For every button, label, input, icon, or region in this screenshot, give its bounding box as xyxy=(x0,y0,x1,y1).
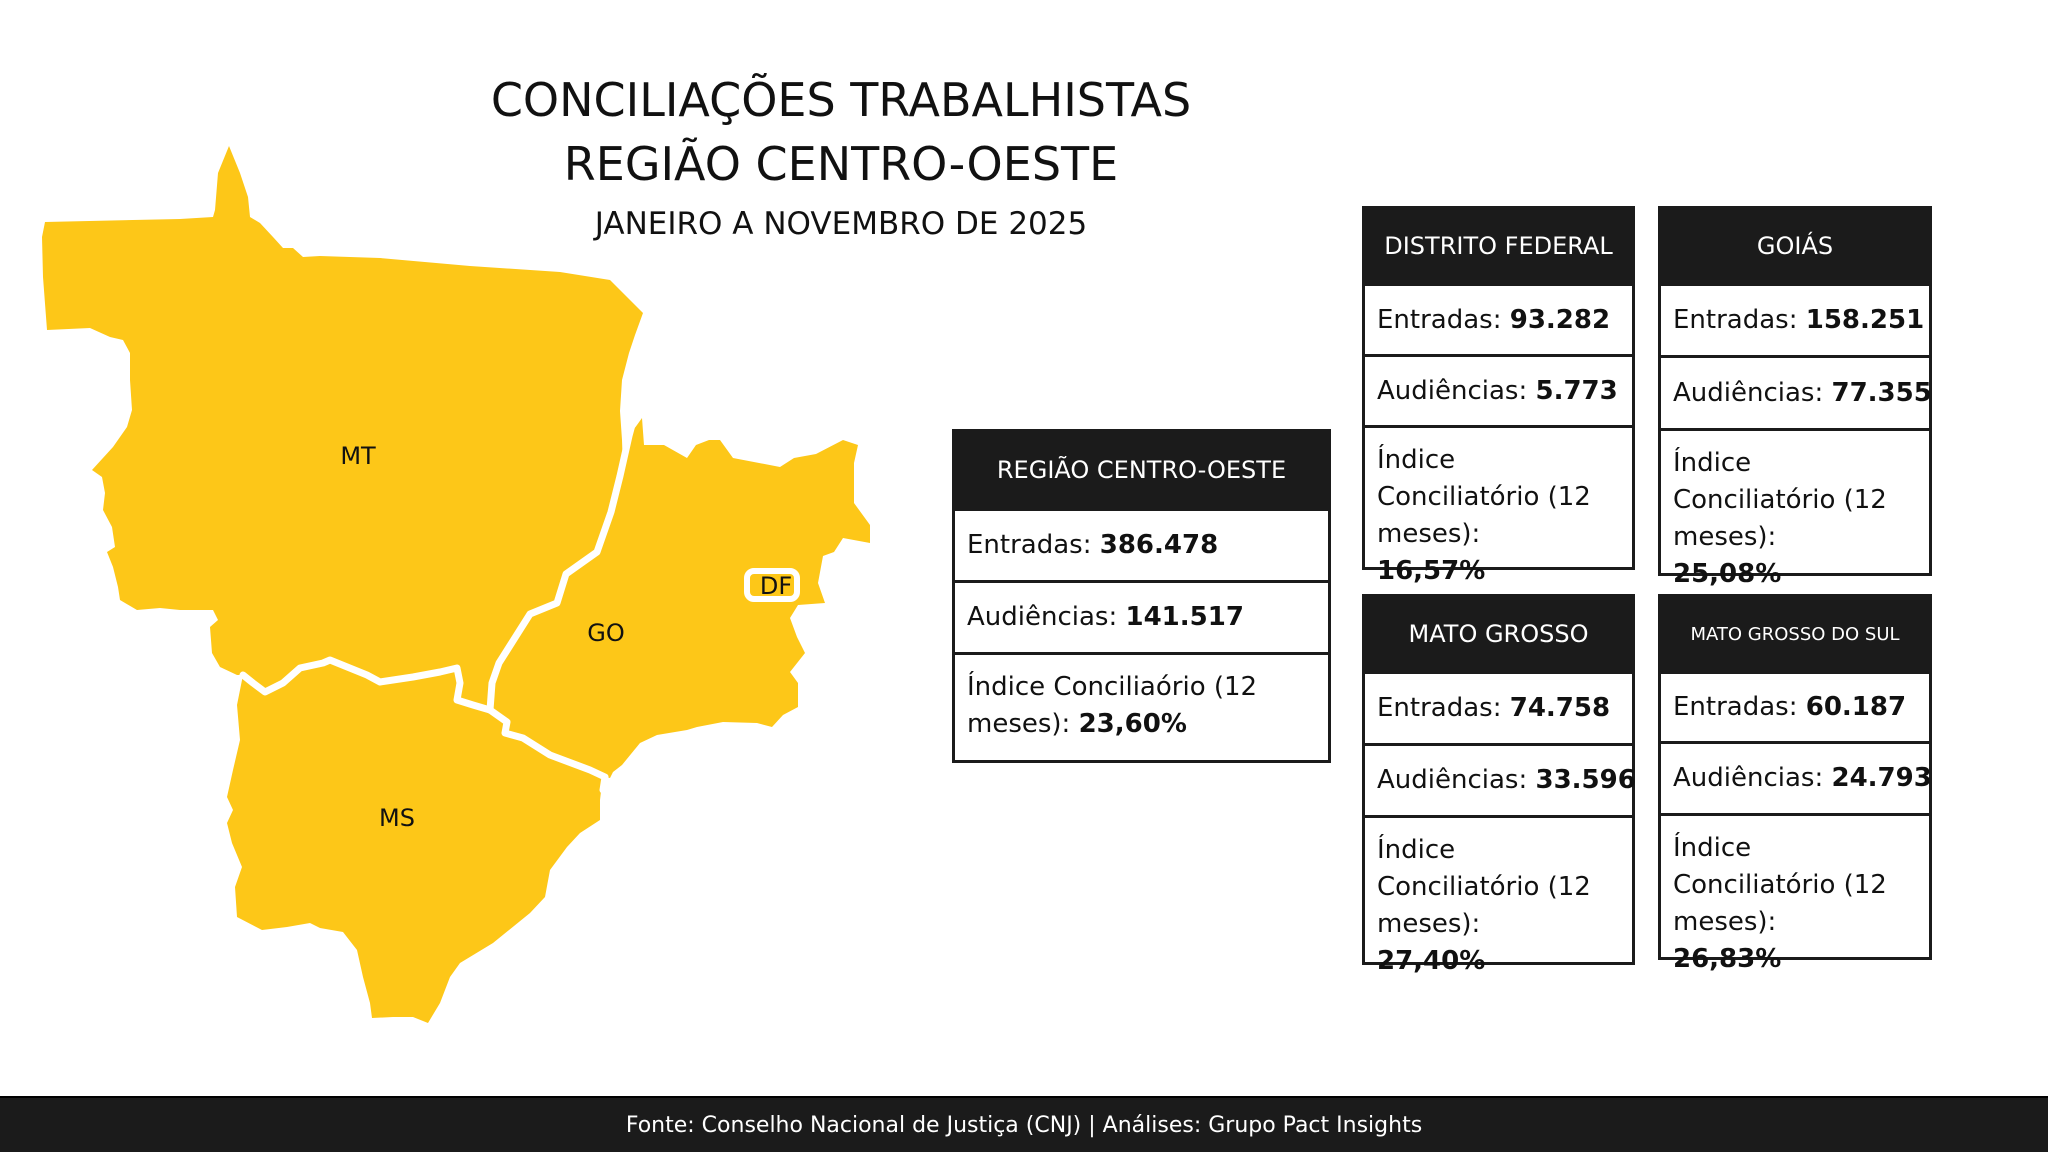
state-shape-ms xyxy=(227,660,605,1023)
state-shape-go xyxy=(488,418,870,778)
card-title: DISTRITO FEDERAL xyxy=(1365,209,1632,283)
border-mt-go xyxy=(486,406,640,714)
label-indice: Índice Conciliatório (12 meses): xyxy=(1673,833,1887,937)
state-shape-df xyxy=(744,568,800,602)
row-indice: Índice Conciliaório (12 meses): 23,60% xyxy=(955,652,1328,760)
footer-source-text: Fonte: Conselho Nacional de Justiça (CNJ… xyxy=(625,1112,1423,1138)
value-indice: 27,40% xyxy=(1377,946,1486,976)
value-indice: 23,60% xyxy=(1078,709,1187,739)
card-distrito-federal: DISTRITO FEDERAL Entradas: 93.282 Audiên… xyxy=(1362,206,1635,586)
value-audiencias: 24.793 xyxy=(1831,763,1932,793)
value-entradas: 158.251 xyxy=(1805,305,1925,335)
row-entradas: Entradas: 93.282 xyxy=(1365,283,1632,354)
value-indice: 25,08% xyxy=(1673,559,1782,589)
value-audiencias: 5.773 xyxy=(1535,375,1618,406)
row-entradas: Entradas: 158.251 xyxy=(1661,283,1929,355)
card-title: REGIÃO CENTRO-OESTE xyxy=(955,432,1328,508)
value-audiencias: 141.517 xyxy=(1125,602,1244,632)
value-audiencias: 33.596 xyxy=(1535,765,1636,795)
value-indice: 26,83% xyxy=(1673,944,1782,974)
card-title: MATO GROSSO DO SUL xyxy=(1661,597,1929,671)
label-audiencias: Audiências: xyxy=(1673,377,1832,408)
row-indice: Índice Conciliatório (12 meses): 16,57% xyxy=(1365,425,1632,586)
label-indice: Índice Conciliatório (12 meses): xyxy=(1673,448,1887,552)
value-entradas: 74.758 xyxy=(1509,693,1611,723)
row-entradas: Entradas: 74.758 xyxy=(1365,671,1632,743)
value-indice: 16,57% xyxy=(1377,556,1486,586)
page-title-line-2: REGIÃO CENTRO-OESTE xyxy=(563,137,1119,191)
footer-bar: Fonte: Conselho Nacional de Justiça (CNJ… xyxy=(0,1096,2048,1152)
value-entradas: 386.478 xyxy=(1099,530,1219,560)
row-audiencias: Audiências: 24.793 xyxy=(1661,741,1932,813)
card-goias: GOIÁS Entradas: 158.251 Audiências: 77.3… xyxy=(1658,206,1932,589)
row-audiencias: Audiências: 141.517 xyxy=(955,580,1328,652)
label-entradas: Entradas: xyxy=(1377,304,1510,335)
value-entradas: 93.282 xyxy=(1509,304,1611,335)
card-mato-grosso: MATO GROSSO Entradas: 74.758 Audiências:… xyxy=(1362,594,1636,976)
title-block: CONCILIAÇÕES TRABALHISTAS REGIÃO CENTRO-… xyxy=(441,68,1241,246)
card-title: MATO GROSSO xyxy=(1365,597,1632,671)
border-mt-ms xyxy=(239,656,494,714)
row-indice: Índice Conciliatório (12 meses): 26,83% xyxy=(1661,813,1929,974)
value-audiencias: 77.355 xyxy=(1831,377,1932,408)
map-label-mt: MT xyxy=(340,442,376,470)
label-audiencias: Audiências: xyxy=(1377,765,1536,795)
label-entradas: Entradas: xyxy=(967,530,1100,560)
row-audiencias: Audiências: 33.596 xyxy=(1365,743,1636,815)
map-label-df: DF xyxy=(759,572,793,600)
row-indice: Índice Conciliatório (12 meses): 27,40% xyxy=(1365,815,1632,976)
row-audiencias: Audiências: 5.773 xyxy=(1365,354,1632,425)
border-go-ms xyxy=(486,706,609,794)
row-entradas: Entradas: 386.478 xyxy=(955,508,1328,580)
label-indice: Índice Conciliatório (12 meses): xyxy=(1377,835,1591,939)
label-entradas: Entradas: xyxy=(1673,305,1806,335)
card-title: GOIÁS xyxy=(1661,209,1929,283)
label-audiencias: Audiências: xyxy=(967,602,1126,632)
card-mato-grosso-do-sul: MATO GROSSO DO SUL Entradas: 60.187 Audi… xyxy=(1658,594,1932,974)
page-subtitle: JANEIRO A NOVEMBRO DE 2025 xyxy=(594,206,1088,242)
label-indice: Índice Conciliatório (12 meses): xyxy=(1377,445,1591,549)
label-audiencias: Audiências: xyxy=(1377,375,1536,406)
value-entradas: 60.187 xyxy=(1805,692,1907,722)
state-shape-mt xyxy=(42,146,643,712)
label-indice: Índice Conciliaório (12 meses): xyxy=(967,672,1258,739)
card-regiao-centro-oeste: REGIÃO CENTRO-OESTE Entradas: 386.478 Au… xyxy=(952,429,1331,763)
row-audiencias: Audiências: 77.355 xyxy=(1661,355,1932,428)
label-entradas: Entradas: xyxy=(1673,692,1806,722)
label-audiencias: Audiências: xyxy=(1673,763,1832,793)
map-label-ms: MS xyxy=(379,804,415,832)
row-indice: Índice Conciliatório (12 meses): 25,08% xyxy=(1661,428,1929,589)
page-title-line-1: CONCILIAÇÕES TRABALHISTAS xyxy=(490,73,1192,127)
row-entradas: Entradas: 60.187 xyxy=(1661,671,1929,741)
map-label-go: GO xyxy=(587,619,625,647)
label-entradas: Entradas: xyxy=(1377,693,1510,723)
